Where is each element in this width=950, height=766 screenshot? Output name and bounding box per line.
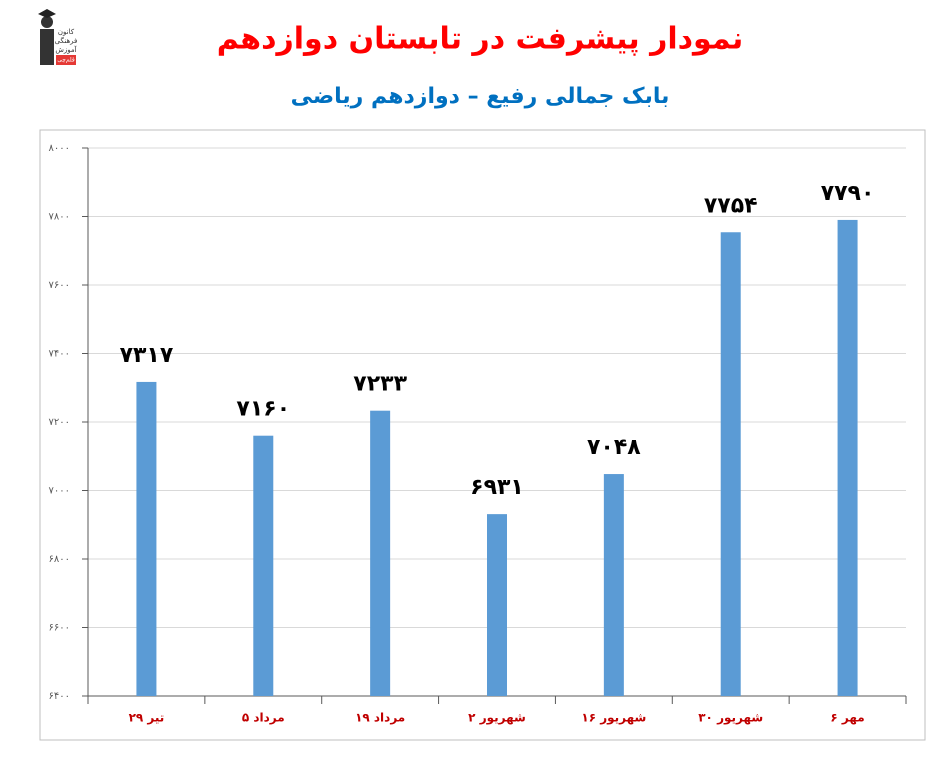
logo-text: قلم‌چی (57, 57, 75, 64)
bar (253, 435, 274, 696)
logo-body (40, 29, 54, 65)
y-tick-label: ۶۴۰۰ (49, 691, 70, 702)
bar (136, 381, 157, 696)
y-tick-label: ۸۰۰۰ (49, 143, 70, 154)
x-tick-label: ۶ مهر (830, 711, 864, 725)
value-label: ۷۱۶۰ (236, 397, 290, 422)
bar (370, 410, 391, 696)
x-tick-label: ۲۹ تیر (129, 711, 165, 725)
y-tick-label: ۷۸۰۰ (49, 212, 70, 223)
bar (837, 219, 858, 697)
logo-text: آموزش (55, 45, 77, 54)
logo-text: فرهنگی (55, 36, 78, 45)
x-tick-label: ۱۹ مرداد (355, 711, 405, 725)
x-tick-label: ۵ مرداد (242, 711, 285, 725)
logo: کانون فرهنگی آموزش قلم‌چی (36, 9, 78, 70)
y-tick-label: ۶۸۰۰ (49, 554, 70, 565)
chart-title: نمودار پیشرفت در تابستان دوازدهم (217, 22, 743, 57)
x-tick-label: ۳۰ شهریور (698, 711, 763, 726)
value-label: ۷۷۵۴ (704, 193, 758, 218)
x-tick-label: ۲ شهریور (468, 711, 526, 726)
bar (487, 514, 507, 696)
value-label: ۷۰۴۸ (587, 435, 641, 460)
y-tick-label: ۶۶۰۰ (49, 623, 70, 634)
bar (603, 474, 624, 696)
logo-text: کانون (58, 28, 75, 36)
value-label: ۷۳۱۷ (120, 343, 174, 368)
y-tick-label: ۷۶۰۰ (49, 280, 70, 291)
logo-badge (56, 55, 76, 65)
chart-subtitle: بابک جمالی رفیع – دوازدهم ریاضی (291, 84, 670, 109)
value-label: ۷۷۹۰ (821, 181, 875, 206)
y-tick-label: ۷۲۰۰ (49, 417, 70, 428)
x-tick-label: ۱۶ شهریور (581, 711, 646, 726)
logo-head (41, 16, 53, 28)
value-label: ۷۲۳۳ (353, 372, 407, 397)
y-tick-label: ۷۴۰۰ (49, 349, 70, 360)
plot-frame (39, 129, 926, 741)
logo-cap (38, 9, 56, 18)
y-tick-label: ۷۰۰۰ (49, 486, 70, 497)
bar (720, 232, 741, 696)
value-label: ۶۹۳۱ (470, 475, 524, 500)
